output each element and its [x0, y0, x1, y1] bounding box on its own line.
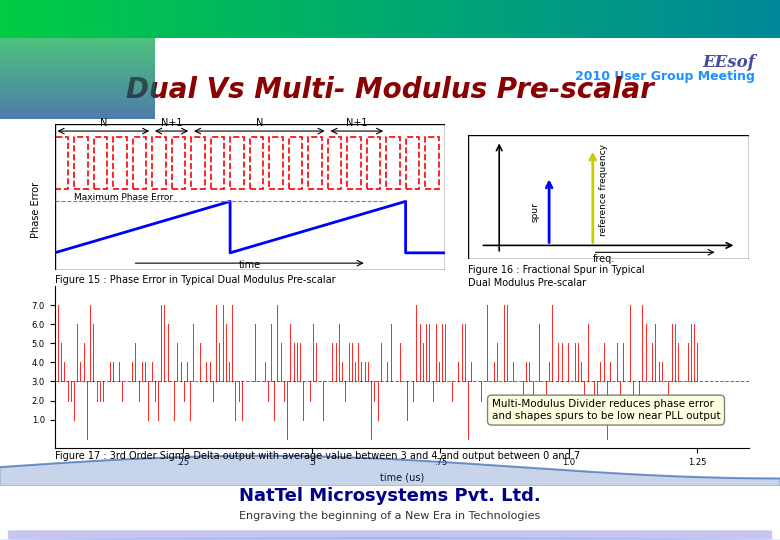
Bar	[94, 137, 108, 188]
Text: Figure 16 : Fractional Spur in Typical: Figure 16 : Fractional Spur in Typical	[468, 265, 644, 275]
Text: EEsof: EEsof	[702, 54, 755, 71]
Bar	[113, 137, 126, 188]
Text: Maximum Phase Error: Maximum Phase Error	[74, 193, 173, 201]
Text: N: N	[256, 118, 263, 127]
Text: N: N	[100, 118, 107, 127]
Text: N+1: N+1	[346, 118, 367, 127]
Bar	[328, 137, 342, 188]
Text: Phase Error: Phase Error	[31, 182, 41, 238]
Bar	[211, 137, 225, 188]
X-axis label: time (us): time (us)	[380, 472, 424, 482]
Text: reference frequency: reference frequency	[599, 144, 608, 236]
Bar	[133, 137, 147, 188]
Text: Dual Modulus Pre-scalar: Dual Modulus Pre-scalar	[468, 278, 586, 288]
Text: N+1: N+1	[161, 118, 183, 127]
Text: Figure 15 : Phase Error in Typical Dual Modulus Pre-scalar: Figure 15 : Phase Error in Typical Dual …	[55, 275, 335, 286]
Bar	[367, 137, 381, 188]
Bar	[230, 137, 243, 188]
Text: NatTel Microsystems Pvt. Ltd.: NatTel Microsystems Pvt. Ltd.	[239, 487, 541, 505]
Bar	[406, 137, 420, 188]
Text: Multi-Modulus Divider reduces phase error
and shapes spurs to be low near PLL ou: Multi-Modulus Divider reduces phase erro…	[491, 399, 720, 421]
Text: spur: spur	[530, 202, 540, 222]
Bar	[172, 137, 186, 188]
Bar	[152, 137, 166, 188]
Bar	[347, 137, 360, 188]
Text: 2010 User Group Meeting: 2010 User Group Meeting	[575, 70, 755, 83]
Text: Engraving the beginning of a New Era in Technologies: Engraving the beginning of a New Era in …	[239, 511, 541, 521]
Bar	[386, 137, 399, 188]
Bar	[308, 137, 321, 188]
Text: freq.: freq.	[593, 254, 615, 264]
Bar	[269, 137, 282, 188]
Bar	[425, 137, 438, 188]
Bar	[74, 137, 87, 188]
Bar	[55, 137, 69, 188]
Text: Dual Vs Multi- Modulus Pre-scalar: Dual Vs Multi- Modulus Pre-scalar	[126, 77, 654, 104]
Text: time: time	[239, 260, 261, 271]
Text: Figure 17 : 3rd Order Sigma Delta output with average value between 3 and 4 and : Figure 17 : 3rd Order Sigma Delta output…	[55, 451, 580, 461]
FancyBboxPatch shape	[8, 530, 772, 539]
Bar	[191, 137, 204, 188]
Bar	[250, 137, 264, 188]
Bar	[289, 137, 303, 188]
